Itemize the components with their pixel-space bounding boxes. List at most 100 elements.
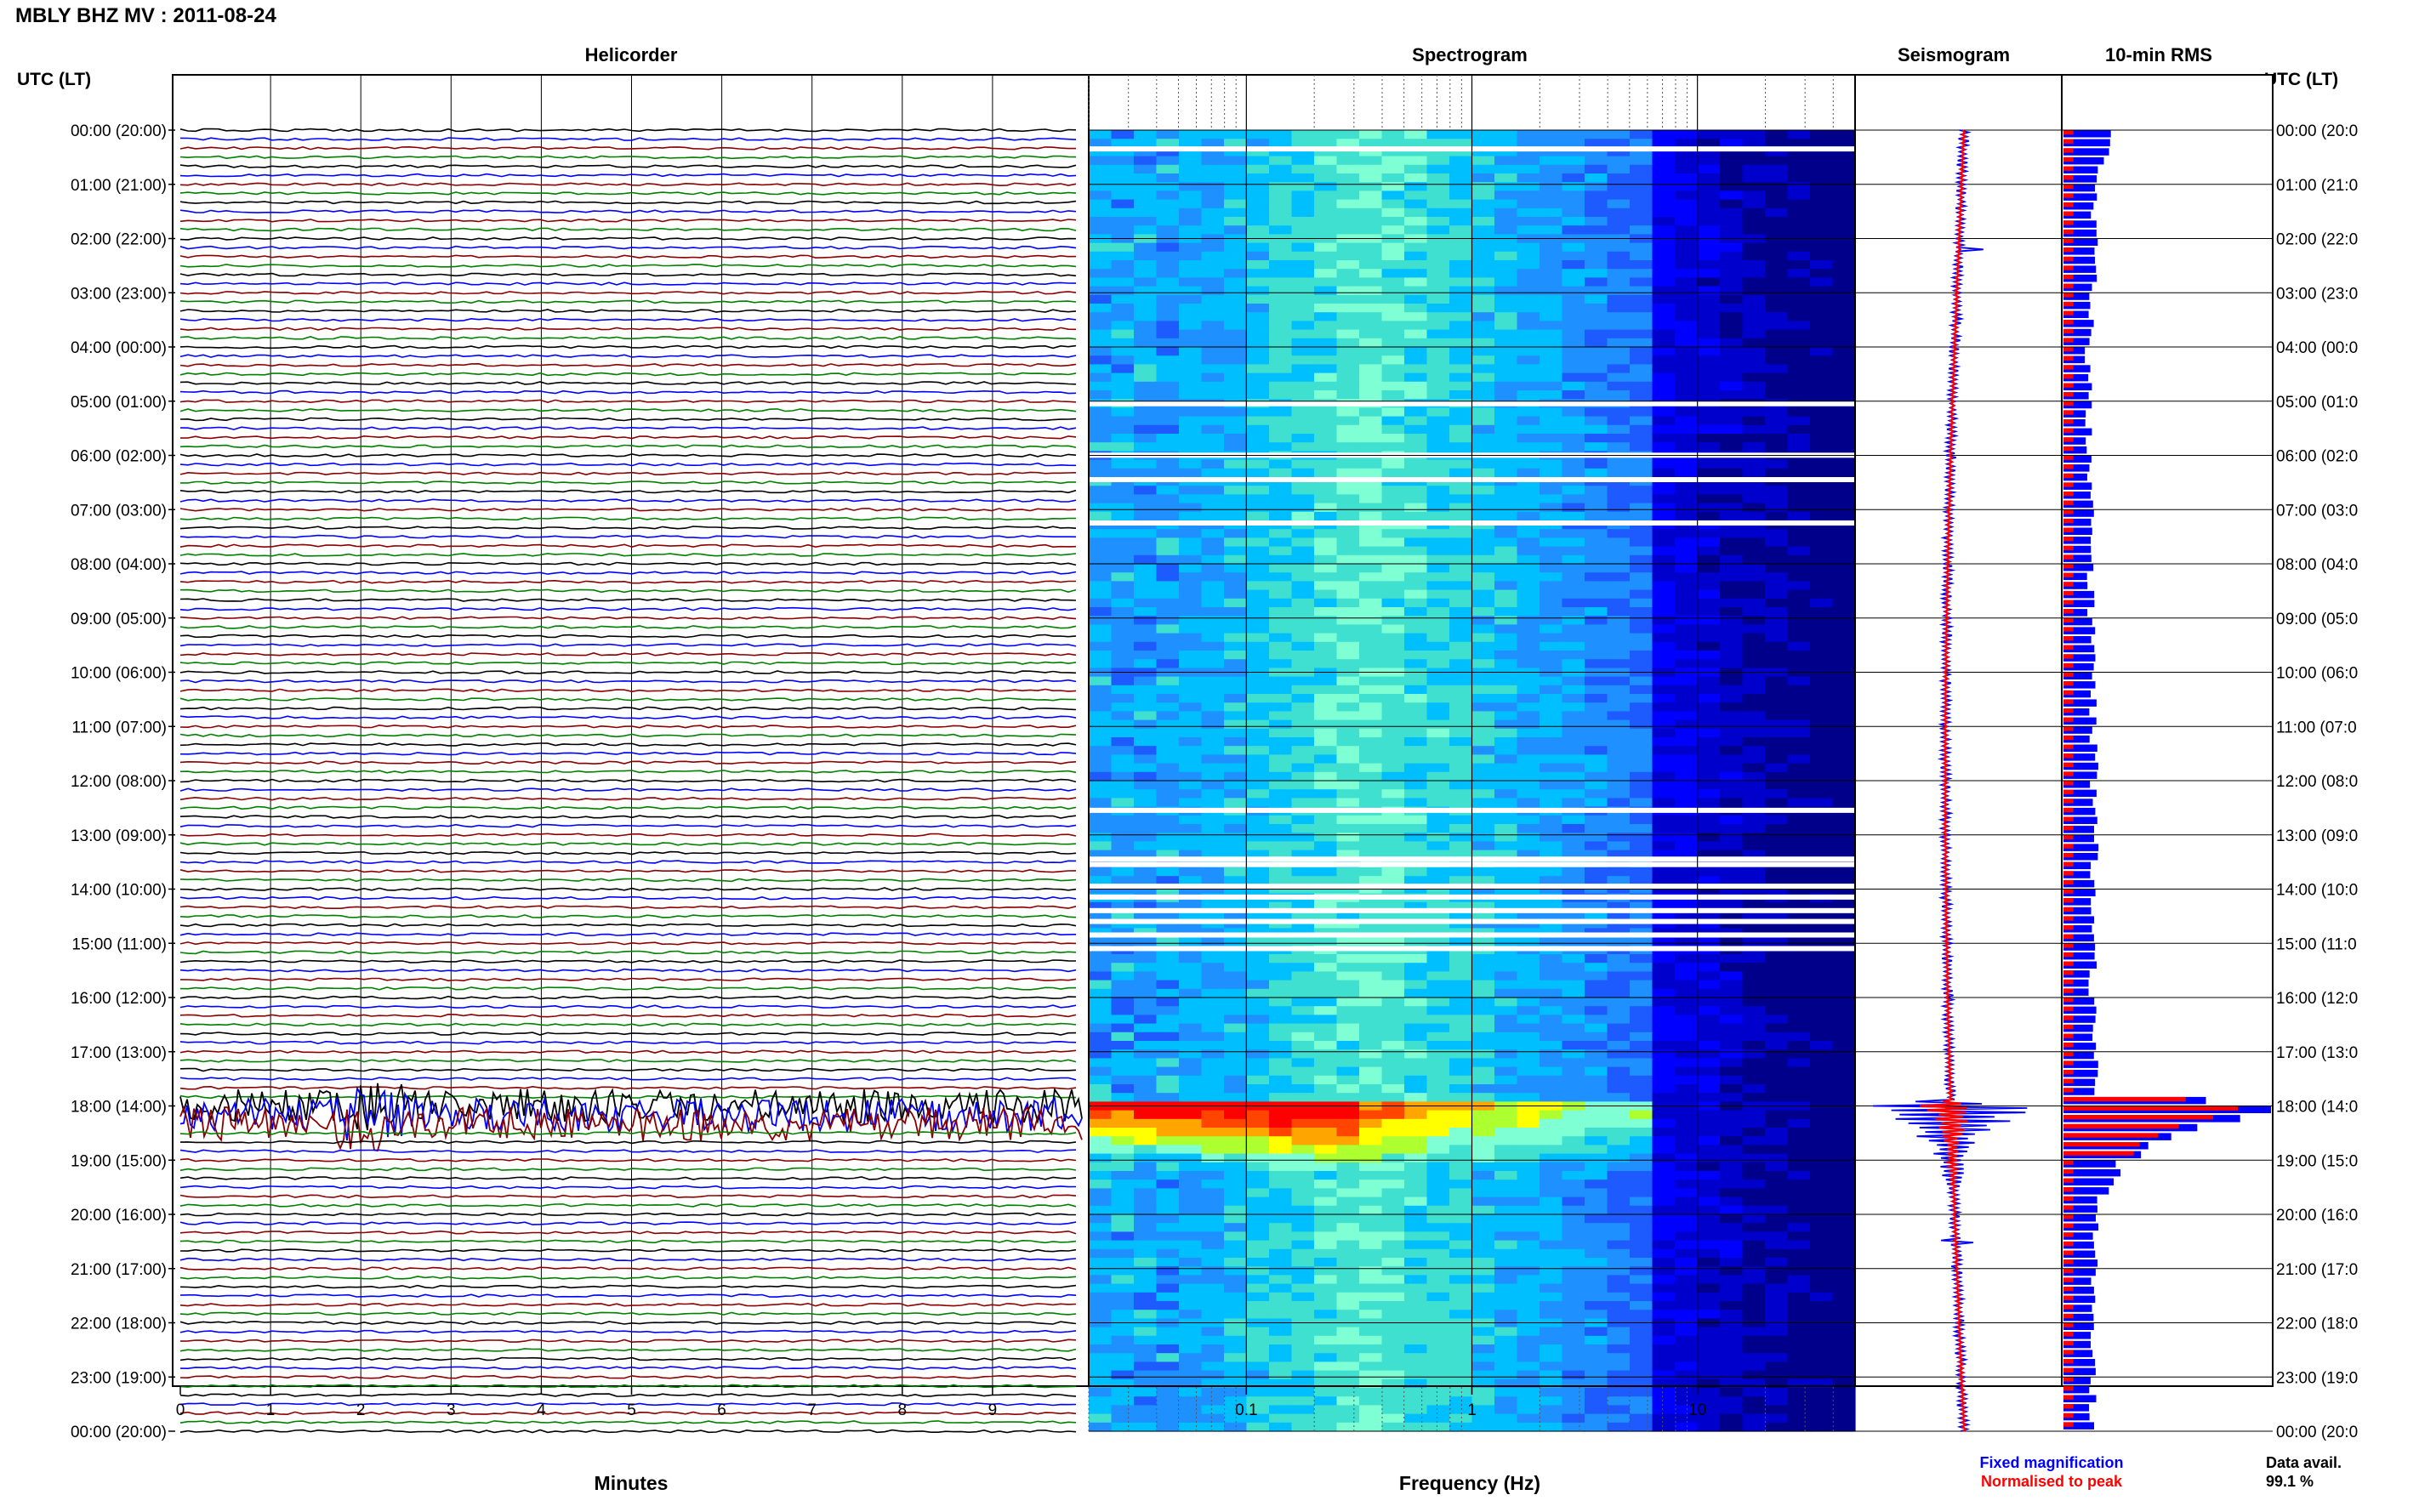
spectrogram-cell: [1607, 641, 1631, 651]
spectrogram-cell: [1089, 1248, 1113, 1259]
spectrogram-cell: [1540, 876, 1563, 885]
spectrogram-cell: [1720, 581, 1744, 591]
spectrogram-cell: [1652, 164, 1676, 174]
spectrogram-cell: [1787, 207, 1811, 218]
spectrogram-cell: [1765, 182, 1789, 191]
spectrogram-cell: [1720, 207, 1744, 218]
spectrogram-cell: [1787, 789, 1811, 799]
spectrogram-cell: [1269, 173, 1293, 183]
spectrogram-cell: [1179, 207, 1203, 218]
spectrogram-cell: [1336, 1353, 1360, 1362]
spectrogram-cell: [1494, 1162, 1518, 1172]
spectrogram-cell: [1381, 242, 1405, 253]
spectrogram-cell: [1787, 156, 1811, 166]
spectrogram-cell: [1246, 771, 1270, 782]
spectrogram-cell: [1720, 589, 1744, 600]
spectrogram-cell: [1449, 850, 1473, 860]
spectrogram-cell: [1630, 980, 1653, 990]
spectrogram-cell: [1787, 1266, 1811, 1276]
spectrogram-cell: [1494, 286, 1518, 296]
spectrogram-cell: [1630, 641, 1653, 651]
spectrogram-cell: [1607, 1231, 1631, 1242]
spectrogram-cell: [1134, 1032, 1158, 1042]
spectrogram-cell: [1652, 1327, 1676, 1337]
helicorder-trace: [179, 805, 1077, 810]
spectrogram-cell: [1246, 963, 1270, 972]
spectrogram-cell: [1720, 304, 1744, 313]
spectrogram-cell: [1562, 242, 1585, 253]
spectrogram-cell: [1134, 737, 1158, 747]
spectrogram-cell: [1607, 1118, 1631, 1128]
spectrogram-cell: [1765, 1171, 1789, 1180]
spectrogram-cell: [1246, 841, 1270, 851]
spectrogram-cell: [1224, 277, 1248, 287]
spectrogram-cell: [1471, 616, 1495, 625]
spectrogram-cell: [1134, 963, 1158, 972]
spectrogram-cell: [1179, 841, 1203, 851]
spectrogram-cell: [1404, 1353, 1428, 1362]
helicorder-trace: [179, 598, 1077, 602]
spectrogram-cell: [1471, 1214, 1495, 1224]
spectrogram-cell: [1359, 1327, 1383, 1337]
spectrogram-cell: [1607, 572, 1631, 582]
spectrogram-cell: [1742, 763, 1766, 773]
spectrogram-cell: [1381, 468, 1405, 478]
spectrogram-cell: [1742, 798, 1766, 808]
spectrogram-cell: [1652, 616, 1676, 625]
spectrogram-cell: [1765, 546, 1789, 556]
spectrogram-cell: [1471, 936, 1495, 946]
spectrogram-cell: [1652, 1248, 1676, 1259]
spectrogram-cell: [1201, 329, 1225, 339]
spectrogram-cell: [1607, 1032, 1631, 1042]
spectrogram-cell: [1449, 1344, 1473, 1354]
spectrogram-cell: [1381, 850, 1405, 860]
spectrogram-cell: [1246, 554, 1270, 565]
spectrogram-cell: [1156, 581, 1180, 591]
spectrogram-cell: [1494, 1240, 1518, 1250]
spectrogram-cell: [1201, 503, 1225, 513]
spectrogram-cell: [1426, 1231, 1450, 1242]
spectrogram-cell: [1652, 434, 1676, 443]
spectrogram-cell: [1494, 1084, 1518, 1094]
spectrogram-cell: [1134, 1128, 1158, 1137]
spectrogram-cell: [1562, 156, 1585, 166]
spectrogram-cell: [1134, 260, 1158, 270]
spectrogram-cell: [1810, 1032, 1834, 1042]
spectrogram-cell: [1156, 1310, 1180, 1319]
spectrogram-cell: [1607, 529, 1631, 538]
spectrogram-cell: [1585, 616, 1608, 625]
spectrogram-cell: [1607, 876, 1631, 885]
helicorder-trace: [179, 679, 1077, 684]
spectrogram-cell: [1765, 1179, 1789, 1189]
spectrogram-cell: [1787, 1015, 1811, 1025]
spectrogram-cell: [1314, 1223, 1338, 1232]
spectrogram-cell: [1381, 971, 1405, 981]
spectrogram-cell: [1089, 468, 1113, 478]
spectrogram-cell: [1540, 1145, 1563, 1155]
spectrogram-cell: [1156, 286, 1180, 296]
spectrogram-cell: [1562, 164, 1585, 174]
spectrogram-cell: [1675, 815, 1699, 825]
spectrogram-cell: [1471, 954, 1495, 963]
spectrogram-cell: [1336, 546, 1360, 556]
spectrogram-cell: [1336, 876, 1360, 885]
spectrogram-cell: [1224, 911, 1248, 920]
spectrogram-cell: [1381, 1049, 1405, 1059]
spectrogram-cell: [1246, 980, 1270, 990]
spectrogram-cell: [1201, 1128, 1225, 1137]
spectrogram-cell: [1359, 1136, 1383, 1145]
spectrogram-cell: [1742, 381, 1766, 391]
spectrogram-cell: [1381, 1205, 1405, 1215]
spectrogram-cell: [1269, 130, 1293, 139]
spectrogram-cell: [1742, 494, 1766, 504]
spectrogram-cell: [1585, 459, 1608, 469]
spectrogram-cell: [1742, 164, 1766, 174]
spectrogram-cell: [1246, 719, 1270, 730]
spectrogram-cell: [1269, 424, 1293, 435]
spectrogram-cell: [1449, 1283, 1473, 1293]
spectrogram-cell: [1089, 1006, 1113, 1015]
spectrogram-cell: [1562, 1258, 1585, 1267]
spectrogram-cell: [1810, 364, 1834, 374]
spectrogram-cell: [1494, 651, 1518, 660]
spectrogram-cell: [1742, 624, 1766, 634]
